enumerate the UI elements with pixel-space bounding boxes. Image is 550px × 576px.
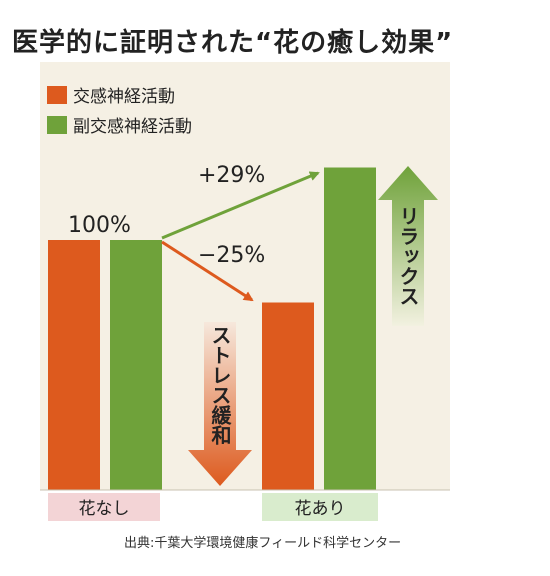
- decrease-arrow: [161, 240, 254, 302]
- baseline-label: 100%: [68, 213, 131, 238]
- relax-text: リラックス: [396, 206, 420, 306]
- stress-relief-text: ストレス緩和: [208, 325, 232, 445]
- category-label-before: 花なし: [79, 499, 130, 519]
- category-box-before: [48, 493, 160, 521]
- bar-parasympathetic-1: [324, 167, 376, 490]
- increase-label: +29%: [198, 163, 265, 188]
- stress-relief-arrow: [188, 322, 252, 486]
- bar-group: [48, 167, 376, 490]
- category-box-after: [262, 493, 378, 521]
- decrease-label: −25%: [198, 243, 265, 268]
- legend-label-parasympathetic: 副交感神経活動: [73, 117, 192, 137]
- bar-parasympathetic-0: [110, 240, 162, 490]
- relax-arrow: [378, 166, 438, 326]
- legend-label-sympathetic: 交感神経活動: [73, 87, 175, 107]
- legend-swatch-parasympathetic: [47, 116, 67, 134]
- legend-swatch-sympathetic: [47, 86, 67, 104]
- bar-sympathetic-0: [48, 240, 100, 490]
- chart-panel: [40, 62, 450, 490]
- category-label-after: 花あり: [295, 499, 346, 519]
- bar-sympathetic-1: [262, 302, 314, 490]
- chart-title: 医学的に証明された“花の癒し効果”: [12, 28, 454, 58]
- increase-arrow: [161, 171, 320, 240]
- source-note: 出典:千葉大学環境健康フィールド科学センター: [124, 536, 402, 551]
